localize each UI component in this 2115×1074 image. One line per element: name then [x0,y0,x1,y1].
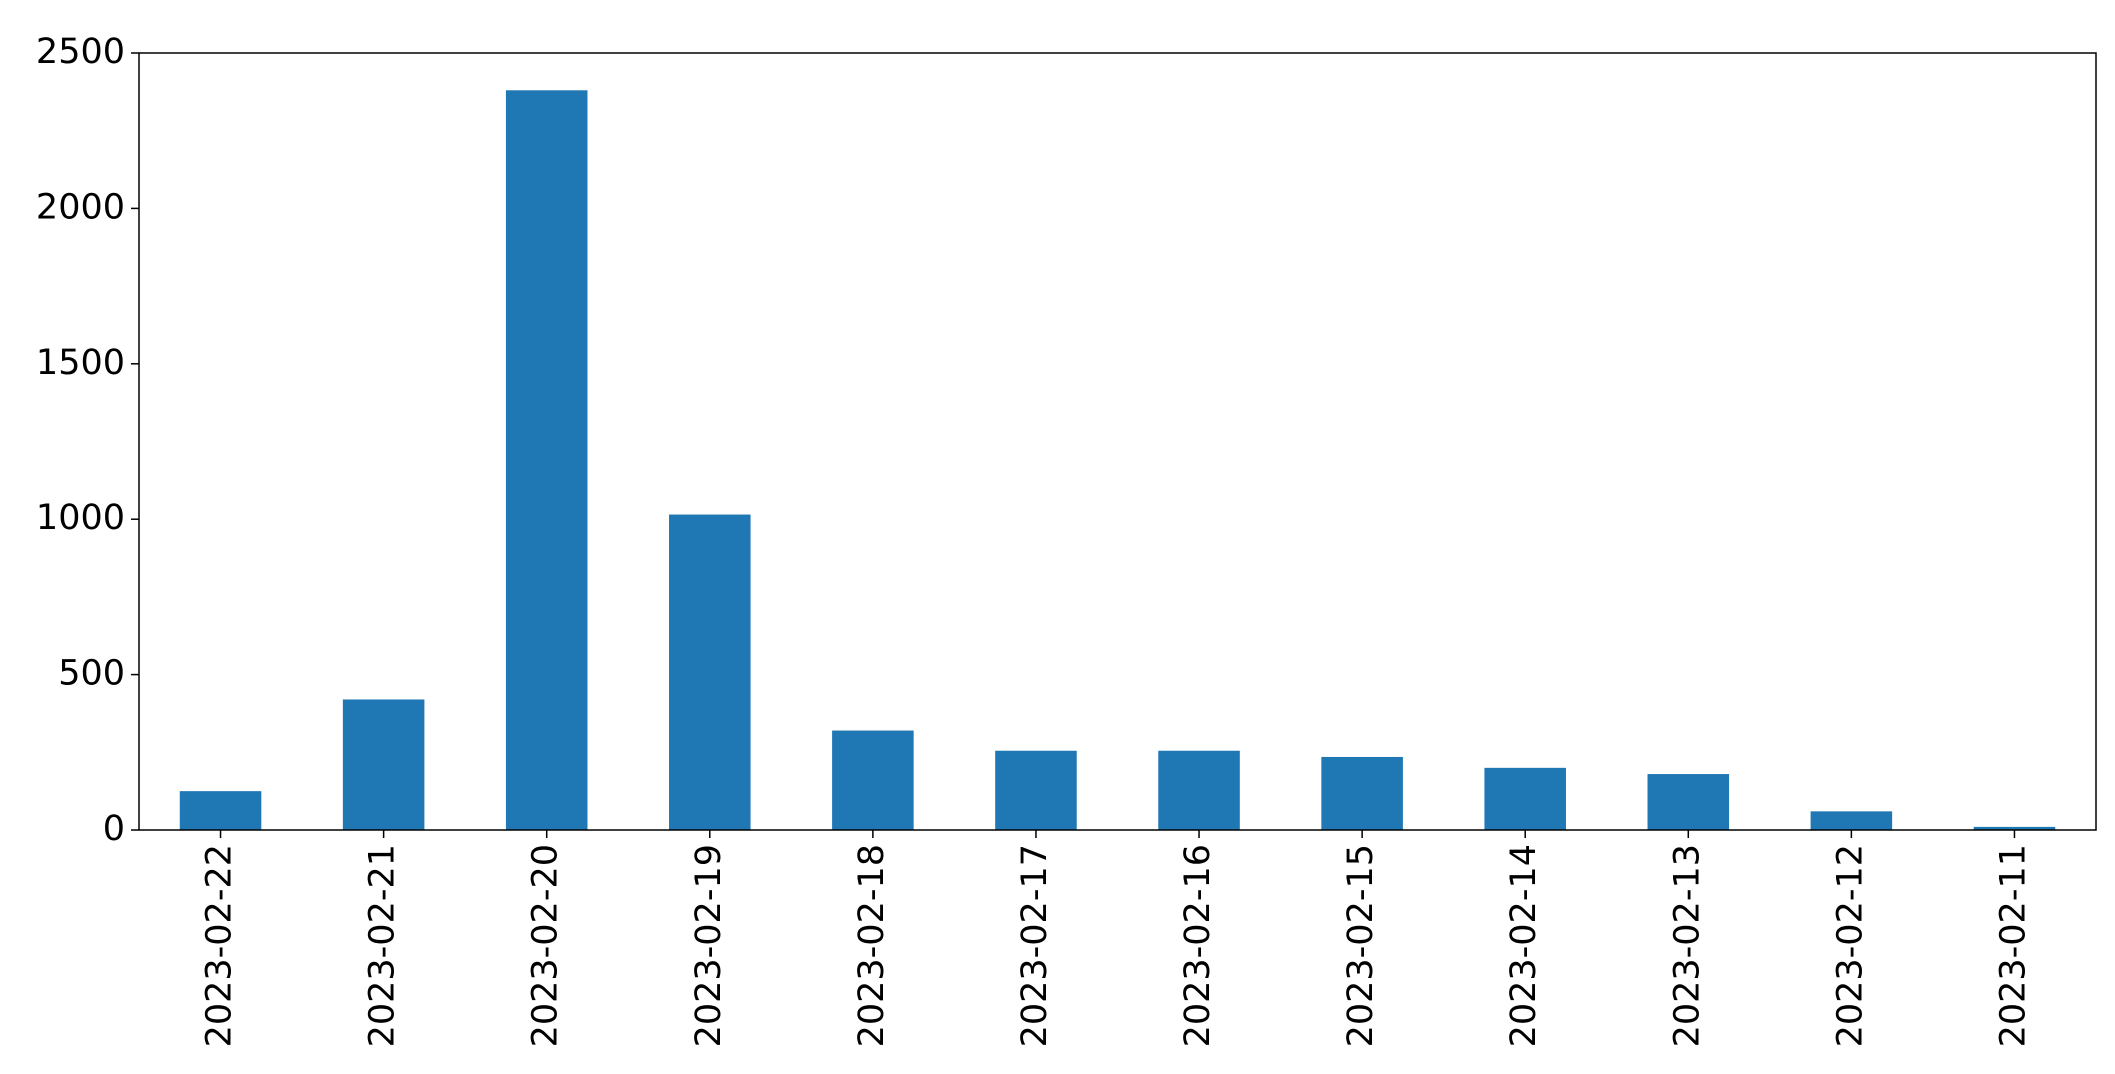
bar [342,699,425,830]
x-tick-label: 2023-02-17 [1015,844,1055,1047]
bar [832,730,914,830]
x-tick-label: 2023-02-19 [689,844,729,1047]
x-tick-label: 2023-02-20 [526,844,566,1047]
x-tick-label: 2023-02-16 [1178,844,1218,1047]
x-tick-label: 2023-02-22 [200,844,240,1047]
x-tick-label: 2023-02-13 [1667,844,1707,1047]
y-tick-label: 1500 [36,343,125,383]
y-tick-label: 500 [58,654,125,694]
plot-frame [138,52,2097,831]
y-tick-label: 1000 [36,498,125,538]
bar [1484,767,1566,830]
y-tick-label: 2500 [36,32,125,72]
bar [1973,826,2056,830]
y-tick-label: 0 [103,809,125,849]
x-tick-label: 2023-02-15 [1341,844,1381,1047]
x-tick-label: 2023-02-12 [1830,844,1870,1047]
bar [1158,750,1240,830]
bar [1321,756,1403,830]
bar [1647,774,1730,830]
x-tick-label: 2023-02-11 [1993,844,2033,1047]
x-tick-label: 2023-02-21 [363,844,403,1047]
y-tick-label: 2000 [36,187,125,227]
x-tick-label: 2023-02-14 [1504,844,1544,1047]
bar [1810,811,1893,830]
bar [179,791,262,830]
bar [669,514,751,830]
bar [995,750,1077,830]
x-tick-label: 2023-02-18 [852,844,892,1047]
bar [505,90,588,830]
